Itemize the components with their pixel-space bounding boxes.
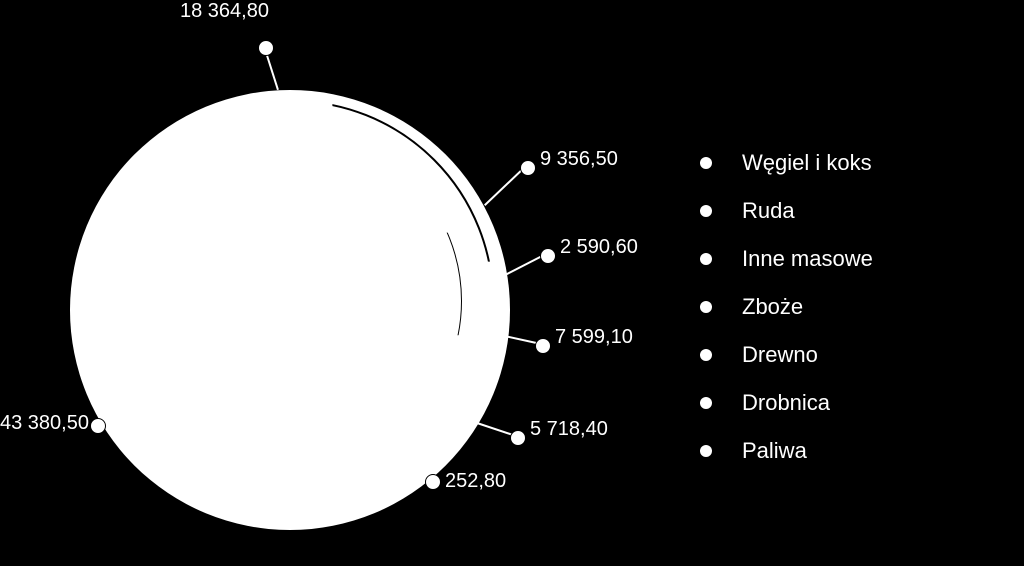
callout-label: 252,80 [445,470,506,493]
callout-label: 7 599,10 [555,326,633,349]
legend-label: Paliwa [742,438,807,464]
legend-marker-icon [700,349,712,361]
legend-item: Paliwa [700,438,873,464]
legend-label: Węgiel i koks [742,150,872,176]
legend-label: Ruda [742,198,795,224]
legend-label: Inne masowe [742,246,873,272]
legend-item: Drewno [700,342,873,368]
callout-dot [540,248,556,264]
legend-marker-icon [700,205,712,217]
callout-dot [425,474,441,490]
callout-dot [258,40,274,56]
callout-label: 2 590,60 [560,236,638,259]
legend-marker-icon [700,397,712,409]
legend-marker-icon [700,445,712,457]
legend-label: Drobnica [742,390,830,416]
legend-label: Zboże [742,294,803,320]
legend-marker-icon [700,253,712,265]
callout-dot [90,418,106,434]
legend-label: Drewno [742,342,818,368]
callout-dot [510,430,526,446]
callout-label: 18 364,80 [180,0,269,23]
legend-marker-icon [700,157,712,169]
callout-dot [535,338,551,354]
chart-stage: 18 364,80 9 356,50 2 590,60 7 599,10 5 718,4… [0,0,1024,566]
callout-label: 43 380,50 [0,412,89,435]
legend-item: Ruda [700,198,873,224]
legend-item: Inne masowe [700,246,873,272]
callout-label: 5 718,40 [530,418,608,441]
callout-dot [520,160,536,176]
legend-item: Zboże [700,294,873,320]
legend-item: Drobnica [700,390,873,416]
legend: Węgiel i koks Ruda Inne masowe Zboże Drewno D… [700,150,873,486]
callout-label: 9 356,50 [540,148,618,171]
legend-marker-icon [700,301,712,313]
legend-item: Węgiel i koks [700,150,873,176]
